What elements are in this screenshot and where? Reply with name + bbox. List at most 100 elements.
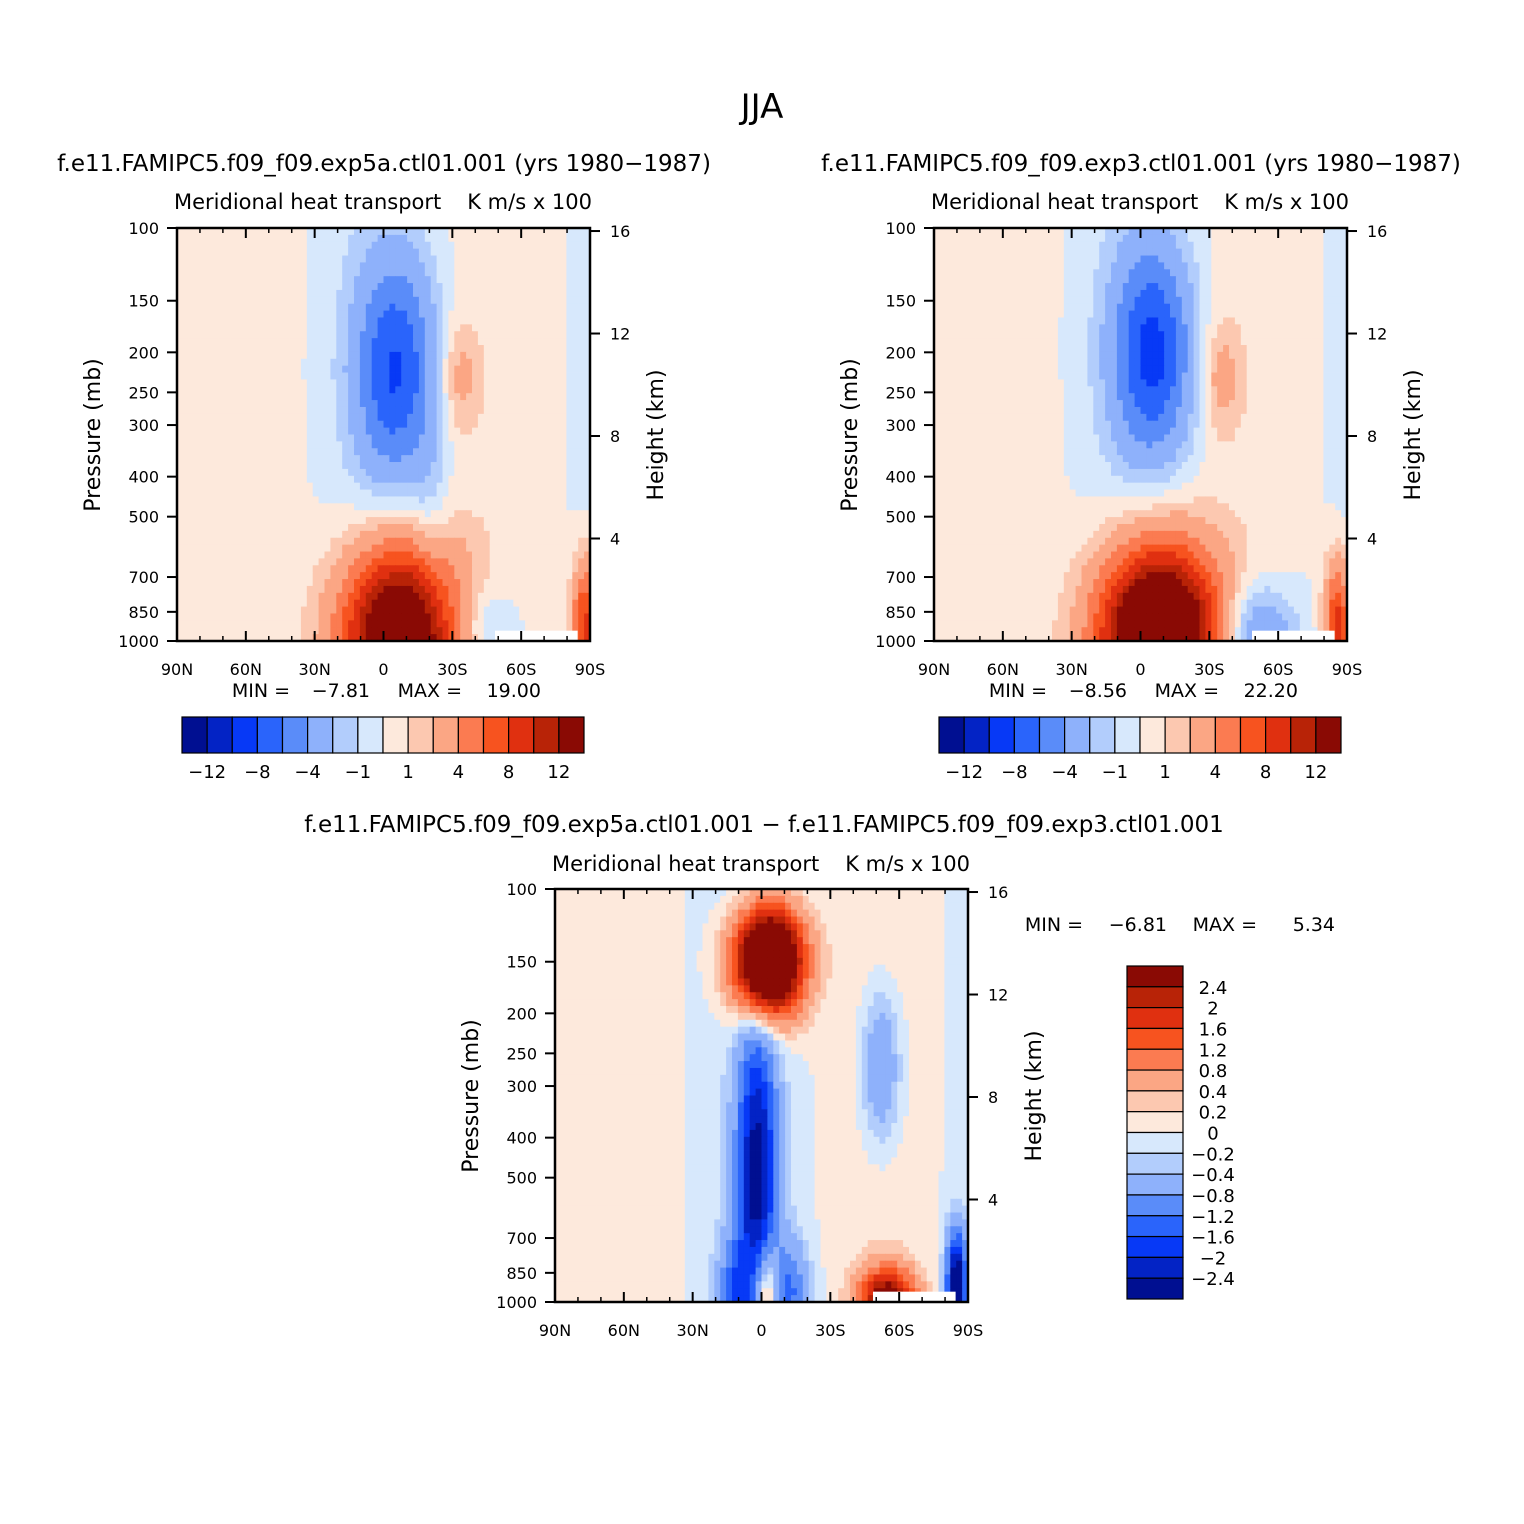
contour-cell [525,351,532,360]
contour-cell [236,530,243,539]
contour-cell [389,462,396,470]
contour-cell [365,585,373,594]
contour-cell [424,228,432,236]
contour-cell [188,345,196,353]
contour-cell [519,482,526,490]
contour-cell [501,420,508,429]
contour-cell [454,503,461,511]
contour-cell [194,372,201,380]
contour-cell [283,338,290,346]
contour-cell [206,427,213,435]
contour-cell [542,289,550,298]
contour-cell [531,606,538,614]
contour-cell [531,358,538,367]
contour-cell [206,434,213,442]
contour-cell [236,475,243,484]
contour-cell [578,303,585,311]
contour-cell [1282,248,1289,256]
contour-cell [483,372,491,380]
contour-cell [572,585,579,594]
contour-cell [495,427,502,435]
contour-cell [1276,248,1283,256]
contour-cell [560,427,567,435]
contour-cell [277,585,284,594]
contour-cell [182,413,190,422]
contour-cell [295,372,302,380]
contour-cell [1034,289,1041,298]
contour-cell [365,324,373,332]
contour-cell [306,427,314,435]
contour-field [934,228,1348,642]
contour-cell [442,599,449,607]
contour-cell [566,241,573,250]
contour-cell [194,510,201,518]
contour-cell [259,296,266,305]
contour-cell [283,420,290,429]
contour-cell [383,572,390,580]
contour-cell [218,228,225,236]
contour-cell [939,269,947,277]
contour-cell [442,441,449,449]
contour-cell [401,379,408,387]
contour-cell [407,606,414,614]
contour-cell [365,420,373,429]
contour-cell [342,544,349,552]
contour-cell [259,530,266,539]
contour-cell [253,296,260,305]
contour-cell [554,510,561,518]
contour-cell [359,572,367,580]
contour-cell [560,579,567,587]
contour-cell [318,379,325,387]
contour-cell [253,627,260,635]
contour-cell [318,627,325,635]
contour-cell [371,613,378,621]
contour-cell [578,289,585,298]
contour-cell [418,551,426,559]
contour-cell [1199,289,1206,298]
contour-cell [401,406,408,415]
contour-cell [1305,255,1312,263]
contour-cell [466,482,473,490]
contour-cell [359,468,367,477]
contour-cell [289,579,296,587]
contour-cell [265,406,272,415]
contour-cell [472,558,479,566]
contour-cell [247,434,255,442]
contour-cell [560,303,567,311]
contour-cell [224,489,231,497]
contour-cell [957,234,964,243]
contour-cell [200,345,207,353]
contour-cell [1170,283,1177,291]
contour-cell [436,434,443,442]
contour-cell [330,393,337,401]
contour-cell [436,468,443,477]
contour-cell [188,317,196,325]
contour-cell [383,269,390,277]
contour-cell [312,234,319,243]
contour-cell [998,248,1006,256]
max-label: MAX = [398,680,462,702]
contour-cell [295,565,302,573]
contour-cell [418,434,426,442]
contour-cell [401,248,408,256]
contour-cell [318,345,325,353]
contour-cell [1087,248,1094,256]
contour-cell [566,606,573,614]
contour-cell [1288,241,1295,250]
contour-cell [365,441,373,449]
contour-cell [300,331,308,339]
contour-cell [430,241,437,250]
contour-cell [1122,276,1130,284]
y-right-tick-label: 4 [610,530,620,549]
contour-cell [206,413,213,422]
contour-cell [554,475,561,484]
contour-cell [442,510,449,518]
contour-cell [377,338,384,346]
contour-cell [483,448,491,456]
contour-cell [224,482,231,490]
contour-cell [566,530,573,539]
contour-cell [987,276,994,284]
contour-cell [212,579,219,587]
contour-cell [1288,269,1295,277]
contour-cell [306,572,314,580]
